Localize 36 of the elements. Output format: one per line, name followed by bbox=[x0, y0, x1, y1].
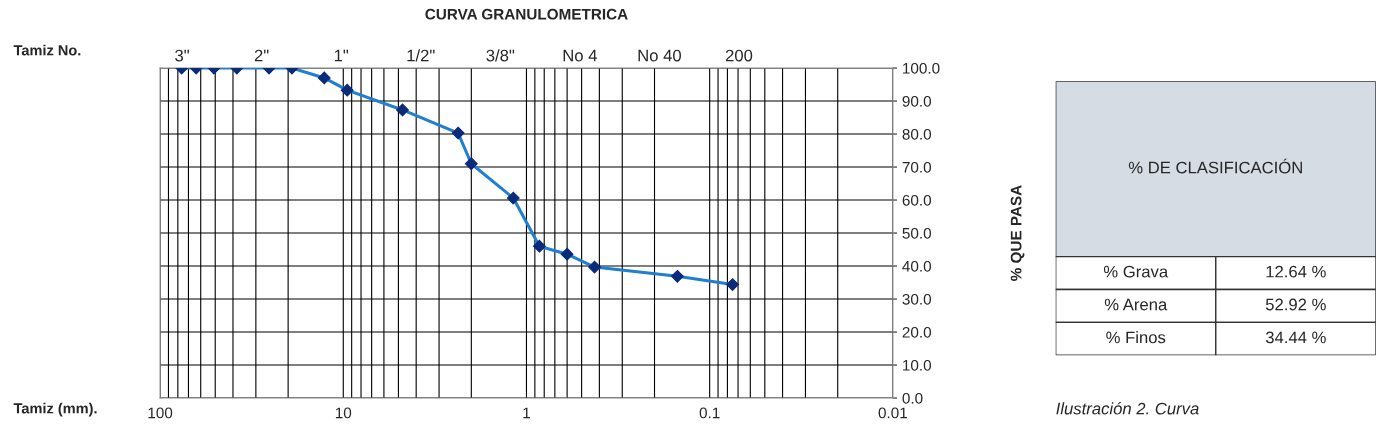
text: 1" bbox=[334, 49, 349, 62]
y-tick-label: 0.0 bbox=[902, 392, 923, 404]
text: % DE CLASIFICACIÓN bbox=[1128, 158, 1302, 174]
y-tick-label: 20.0 bbox=[902, 326, 932, 338]
y-tick-label: 100.0 bbox=[903, 62, 940, 74]
text: 1/2" bbox=[407, 49, 435, 62]
text: 2" bbox=[254, 49, 269, 62]
category-label: % Finos bbox=[1106, 331, 1166, 344]
x-tick-label: 1 bbox=[523, 407, 530, 419]
text: 3/8" bbox=[486, 49, 515, 62]
x2-axis-title: Tamiz No. bbox=[13, 44, 81, 56]
y-axis-title: % QUE PASA bbox=[1010, 185, 1025, 281]
chart-title: CURVA GRANULOMETRICA bbox=[425, 8, 628, 20]
y-tick-label: 30.0 bbox=[902, 293, 932, 305]
y-tick-label: 50.0 bbox=[902, 227, 932, 239]
y-tick-label: 80.0 bbox=[902, 128, 932, 140]
y-tick-label: 90.0 bbox=[902, 95, 932, 107]
text: 200 bbox=[725, 49, 753, 62]
text: 3" bbox=[175, 49, 189, 62]
category-label: % Grava bbox=[1103, 265, 1169, 278]
text: 52.92 % bbox=[1265, 298, 1326, 311]
x-tick-label: 0.1 bbox=[699, 407, 720, 419]
x-tick-label: 0.01 bbox=[878, 407, 907, 419]
text: No 40 bbox=[638, 49, 681, 62]
text: No 4 bbox=[563, 49, 597, 62]
y-tick-label: 70.0 bbox=[902, 161, 932, 173]
x-tick-label: 100 bbox=[148, 407, 173, 419]
x-tick-label: 10 bbox=[335, 407, 352, 419]
category-label: % Arena bbox=[1104, 298, 1168, 311]
text: Ilustración 2. Curva bbox=[1056, 402, 1199, 415]
y-tick-label: 40.0 bbox=[902, 260, 932, 272]
text: 34.44 % bbox=[1265, 331, 1326, 344]
x-axis-title: Tamiz (mm). bbox=[13, 402, 97, 417]
y-tick-label: 60.0 bbox=[902, 194, 932, 206]
y-tick-label: 10.0 bbox=[903, 359, 932, 371]
text: 12.64 % bbox=[1266, 265, 1326, 278]
